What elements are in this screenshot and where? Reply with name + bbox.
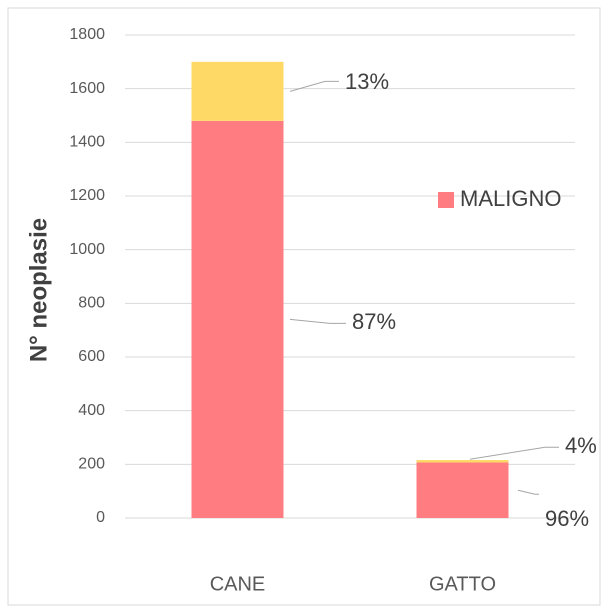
data-label: 87% [352,309,396,334]
leader-line [517,489,539,495]
y-tick-label: 0 [96,509,105,526]
x-tick-label: GATTO [429,573,496,595]
y-tick-label: 800 [78,295,105,312]
y-tick-label: 1200 [69,187,105,204]
y-tick-label: 1800 [69,26,105,43]
y-tick-label: 1400 [69,134,105,151]
leader-line [469,446,559,460]
bar-segment [191,120,284,518]
x-tick-label: CANE [210,573,266,595]
y-tick-label: 1600 [69,80,105,97]
leader-line [289,318,346,324]
legend-swatch [438,192,454,208]
y-tick-label: 600 [78,348,105,365]
y-tick-label: 400 [78,402,105,419]
data-label: 96% [545,506,589,531]
legend-label: MALIGNO [460,186,561,211]
leader-line [289,80,339,92]
data-label: 13% [345,69,389,94]
bar-segment [191,61,284,121]
y-axis-label: N° neoplasie [25,218,52,362]
y-tick-label: 1000 [69,241,105,258]
bar-segment [416,460,509,463]
y-tick-label: 200 [78,456,105,473]
data-label: 4% [565,433,597,458]
bar-segment [416,462,509,518]
